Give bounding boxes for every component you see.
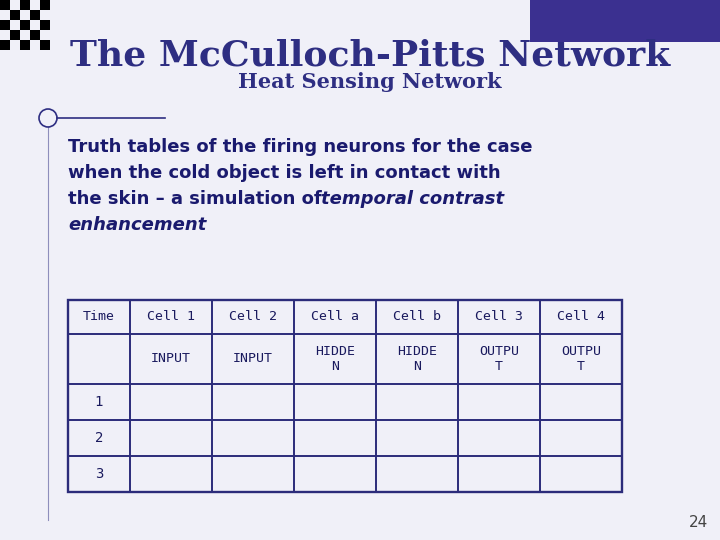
Text: Heat Sensing Network: Heat Sensing Network <box>238 72 502 92</box>
Bar <box>40 0 50 10</box>
Bar <box>212 420 294 456</box>
Bar <box>30 10 40 20</box>
Bar <box>540 420 622 456</box>
Text: the skin – a simulation of: the skin – a simulation of <box>68 190 328 208</box>
Text: when the cold object is left in contact with: when the cold object is left in contact … <box>68 164 500 182</box>
Bar <box>10 0 20 10</box>
Bar <box>40 10 50 20</box>
Bar <box>294 456 376 492</box>
Bar <box>212 300 294 334</box>
Bar <box>68 456 130 492</box>
Bar <box>294 420 376 456</box>
Bar <box>20 30 30 40</box>
Bar <box>20 10 30 20</box>
Bar <box>540 384 622 420</box>
Text: Cell b: Cell b <box>393 310 441 323</box>
Text: OUTPU
T: OUTPU T <box>561 345 601 373</box>
Bar <box>0 0 10 10</box>
Text: Cell 1: Cell 1 <box>147 310 195 323</box>
Text: Truth tables of the firing neurons for the case: Truth tables of the firing neurons for t… <box>68 138 533 156</box>
Bar <box>20 0 30 10</box>
Bar <box>130 300 212 334</box>
Text: 24: 24 <box>689 515 708 530</box>
Bar <box>212 384 294 420</box>
Bar <box>30 0 40 10</box>
Bar <box>0 40 10 50</box>
Text: Cell 3: Cell 3 <box>475 310 523 323</box>
Bar <box>294 300 376 334</box>
Bar <box>458 300 540 334</box>
Bar <box>540 456 622 492</box>
Bar <box>68 300 622 492</box>
Bar <box>130 420 212 456</box>
Bar <box>540 334 622 384</box>
Text: HIDDE
N: HIDDE N <box>397 345 437 373</box>
Bar <box>376 456 458 492</box>
Text: Cell 2: Cell 2 <box>229 310 277 323</box>
Bar <box>30 40 40 50</box>
Text: 2: 2 <box>95 431 103 445</box>
Bar <box>376 384 458 420</box>
Bar <box>458 384 540 420</box>
Bar <box>68 334 130 384</box>
Bar <box>68 384 130 420</box>
Bar <box>540 300 622 334</box>
Bar <box>130 456 212 492</box>
Bar <box>212 334 294 384</box>
Bar <box>530 0 720 42</box>
Bar <box>40 40 50 50</box>
Text: HIDDE
N: HIDDE N <box>315 345 355 373</box>
Bar <box>130 384 212 420</box>
Bar <box>68 300 130 334</box>
Text: Time: Time <box>83 310 115 323</box>
Bar <box>458 420 540 456</box>
Bar <box>40 20 50 30</box>
Text: INPUT: INPUT <box>151 353 191 366</box>
Bar <box>376 334 458 384</box>
Bar <box>376 420 458 456</box>
Bar <box>130 334 212 384</box>
Bar <box>458 334 540 384</box>
Bar <box>20 40 30 50</box>
Bar <box>376 300 458 334</box>
Bar <box>68 420 130 456</box>
Bar <box>40 30 50 40</box>
Bar <box>0 30 10 40</box>
Bar <box>212 456 294 492</box>
Text: INPUT: INPUT <box>233 353 273 366</box>
Bar <box>30 30 40 40</box>
Bar <box>30 20 40 30</box>
Bar <box>458 456 540 492</box>
Text: Cell a: Cell a <box>311 310 359 323</box>
Bar <box>0 10 10 20</box>
Bar <box>294 334 376 384</box>
Text: 3: 3 <box>95 467 103 481</box>
Bar <box>10 10 20 20</box>
Text: enhancement: enhancement <box>68 216 207 234</box>
Text: Cell 4: Cell 4 <box>557 310 605 323</box>
Bar <box>0 20 10 30</box>
Text: The McCulloch-Pitts Network: The McCulloch-Pitts Network <box>70 38 670 72</box>
Bar <box>10 20 20 30</box>
Bar <box>294 384 376 420</box>
Bar <box>10 40 20 50</box>
Bar <box>20 20 30 30</box>
Text: temporal contrast: temporal contrast <box>321 190 504 208</box>
Text: 1: 1 <box>95 395 103 409</box>
Bar <box>10 30 20 40</box>
Text: OUTPU
T: OUTPU T <box>479 345 519 373</box>
